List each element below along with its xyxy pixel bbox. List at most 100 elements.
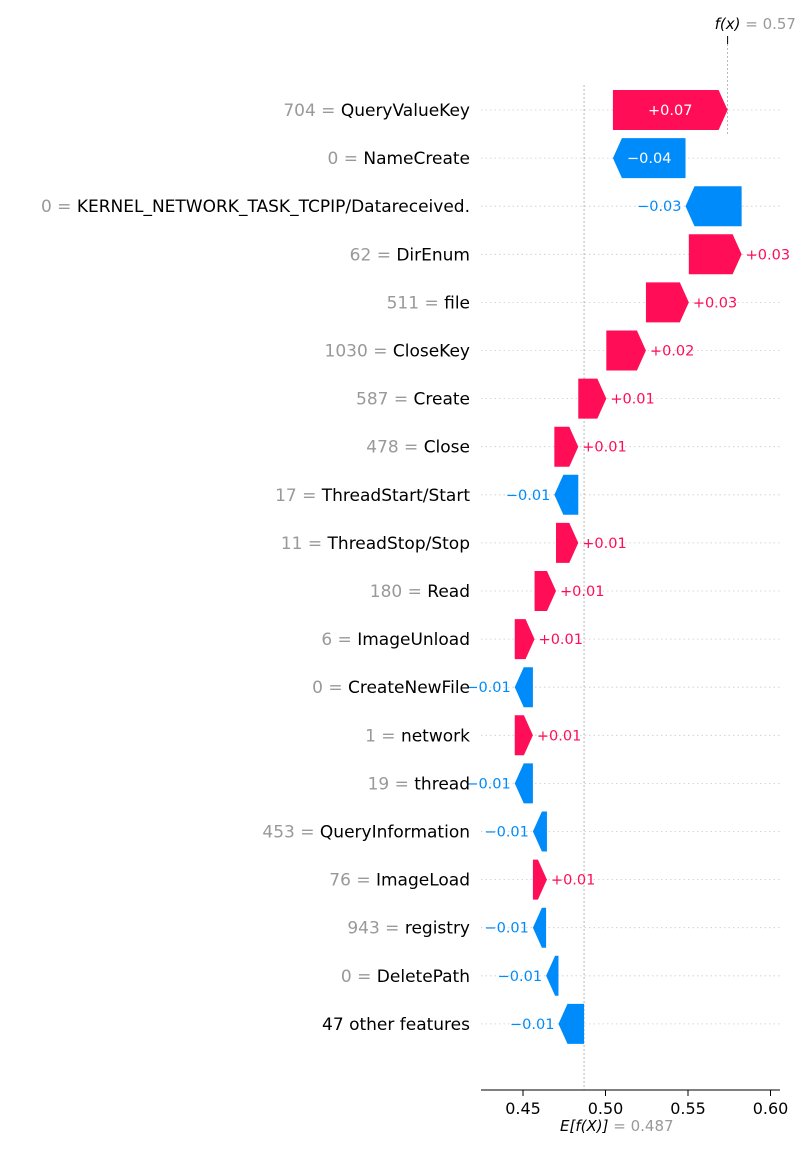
negative-contribution-bar bbox=[514, 763, 533, 804]
feature-value: 0 = bbox=[312, 678, 348, 698]
negative-contribution-bar bbox=[514, 667, 533, 708]
bar-value-label: −0.01 bbox=[466, 776, 510, 792]
output-value-annotation: f(x) = 0.57 bbox=[715, 15, 796, 33]
feature-value: 704 = bbox=[283, 101, 341, 121]
bar-value-label: −0.01 bbox=[466, 680, 510, 696]
bar-value-label: −0.01 bbox=[484, 825, 528, 841]
feature-value: 0 = bbox=[327, 149, 363, 169]
feature-label: 943 = registry bbox=[347, 919, 470, 939]
feature-label: 587 = Create bbox=[356, 390, 470, 410]
positive-contribution-bar bbox=[688, 234, 742, 275]
feature-value: 17 = bbox=[275, 486, 322, 506]
negative-contribution-bar bbox=[532, 811, 547, 852]
feature-name: DirEnum bbox=[396, 245, 470, 265]
feature-name: QueryValueKey bbox=[341, 101, 470, 121]
bar-value-label: −0.01 bbox=[498, 969, 542, 985]
feature-label: 0 = CreateNewFile bbox=[312, 678, 470, 698]
feature-name: Close bbox=[424, 438, 470, 458]
feature-label: 19 = thread bbox=[368, 774, 470, 794]
row-gridlines bbox=[481, 109, 780, 1025]
feature-value: 1030 = bbox=[325, 342, 393, 362]
positive-contribution-bar bbox=[514, 619, 535, 660]
feature-label: 6 = ImageUnload bbox=[321, 630, 470, 650]
feature-label: 453 = QueryInformation bbox=[262, 823, 470, 843]
bar-value-label: +0.01 bbox=[582, 440, 626, 456]
feature-label: 17 = ThreadStart/Start bbox=[275, 486, 470, 506]
bar-value-label: +0.07 bbox=[648, 103, 692, 119]
feature-label: 47 other features bbox=[322, 1015, 470, 1035]
positive-contribution-bar bbox=[578, 378, 607, 419]
reference-lines bbox=[583, 36, 729, 1090]
base-value-expr: E[f(X)] bbox=[560, 1117, 609, 1135]
positive-contribution-bar bbox=[532, 859, 547, 900]
feature-value: 587 = bbox=[356, 390, 414, 410]
negative-contribution-bar bbox=[532, 907, 547, 948]
value-annotations: E[f(X)] = 0.487 f(x) = 0.57 bbox=[560, 15, 796, 1135]
feature-label: 478 = Close bbox=[366, 438, 470, 458]
feature-name: DeletePath bbox=[377, 967, 470, 987]
feature-name: ImageUnload bbox=[357, 630, 470, 650]
x-tick-label: 0.60 bbox=[753, 1099, 789, 1118]
feature-name: network bbox=[401, 726, 470, 746]
feature-name: KERNEL_NETWORK_TASK_TCPIP/Datareceived. bbox=[77, 197, 470, 217]
negative-contribution-bar bbox=[554, 474, 579, 515]
x-tick-label: 0.55 bbox=[670, 1099, 706, 1118]
feature-name: file bbox=[444, 293, 470, 313]
negative-contribution-bar bbox=[685, 186, 742, 227]
feature-name: ThreadStart/Start bbox=[321, 486, 471, 506]
feature-value: 62 = bbox=[350, 245, 397, 265]
positive-contribution-bar bbox=[612, 90, 728, 130]
positive-contribution-bar bbox=[556, 522, 579, 563]
bar-value-label: +0.01 bbox=[560, 584, 604, 600]
bar-value-label: +0.01 bbox=[551, 873, 595, 889]
feature-value: 0 = bbox=[341, 967, 377, 987]
feature-value: 1 = bbox=[365, 726, 401, 746]
feature-label: 1030 = CloseKey bbox=[325, 342, 470, 362]
bar-value-label: +0.01 bbox=[539, 632, 583, 648]
x-tick-label: 0.45 bbox=[505, 1099, 541, 1118]
feature-name: CreateNewFile bbox=[348, 678, 470, 698]
feature-name: Create bbox=[414, 390, 471, 410]
positive-contribution-bar bbox=[554, 426, 579, 467]
base-value-annotation: E[f(X)] = 0.487 bbox=[560, 1117, 674, 1135]
feature-value: 478 = bbox=[366, 438, 424, 458]
feature-name: QueryInformation bbox=[320, 823, 470, 843]
feature-name: ImageLoad bbox=[376, 871, 470, 891]
bar-value-label: +0.02 bbox=[650, 344, 694, 360]
bar-value-label: −0.01 bbox=[510, 1017, 554, 1033]
feature-label: 62 = DirEnum bbox=[350, 245, 470, 265]
base-value-number: = 0.487 bbox=[609, 1117, 674, 1135]
feature-name: ThreadStop/Stop bbox=[327, 534, 470, 554]
positive-contribution-bar bbox=[645, 282, 689, 323]
positive-contribution-bar bbox=[534, 571, 556, 611]
bar-value-label: +0.03 bbox=[746, 247, 790, 263]
bar-value-label: +0.03 bbox=[693, 295, 737, 311]
feature-name: Read bbox=[427, 582, 470, 602]
feature-name: CloseKey bbox=[393, 342, 470, 362]
bar-value-label: +0.01 bbox=[582, 536, 626, 552]
feature-value: 6 = bbox=[321, 630, 357, 650]
feature-name: registry bbox=[405, 919, 470, 939]
contribution-bars: +0.07 −0.04 −0.03 +0.03 +0.03 +0.02 +0.01 +0.01… bbox=[466, 90, 790, 1044]
feature-value: 76 = bbox=[329, 871, 376, 891]
bar-value-label: −0.01 bbox=[484, 921, 528, 937]
feature-value: 11 = bbox=[281, 534, 328, 554]
feature-label: 0 = DeletePath bbox=[341, 967, 470, 987]
bar-value-label: −0.04 bbox=[627, 151, 671, 167]
feature-value: 943 = bbox=[347, 919, 405, 939]
feature-name: NameCreate bbox=[363, 149, 470, 169]
feature-value: 0 = bbox=[41, 197, 77, 217]
bar-value-label: −0.01 bbox=[506, 488, 550, 504]
feature-name: 47 other features bbox=[322, 1015, 470, 1035]
feature-label: 0 = KERNEL_NETWORK_TASK_TCPIP/Datareceiv… bbox=[41, 197, 470, 217]
negative-contribution-bar bbox=[558, 1003, 585, 1044]
bar-value-label: −0.03 bbox=[637, 199, 681, 215]
negative-contribution-bar bbox=[546, 955, 559, 996]
feature-label: 0 = NameCreate bbox=[327, 149, 470, 169]
feature-name: thread bbox=[414, 774, 470, 794]
feature-label: 1 = network bbox=[365, 726, 470, 746]
output-value-expr: f(x) bbox=[715, 15, 741, 33]
positive-contribution-bar bbox=[514, 715, 533, 756]
x-axis: 0.45 0.50 0.55 0.60 bbox=[481, 1089, 789, 1118]
